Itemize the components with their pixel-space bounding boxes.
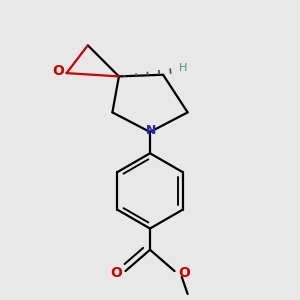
Text: O: O <box>178 266 190 280</box>
Text: H: H <box>178 63 187 73</box>
Text: O: O <box>52 64 64 79</box>
Text: N: N <box>146 124 156 137</box>
Text: O: O <box>110 266 122 280</box>
